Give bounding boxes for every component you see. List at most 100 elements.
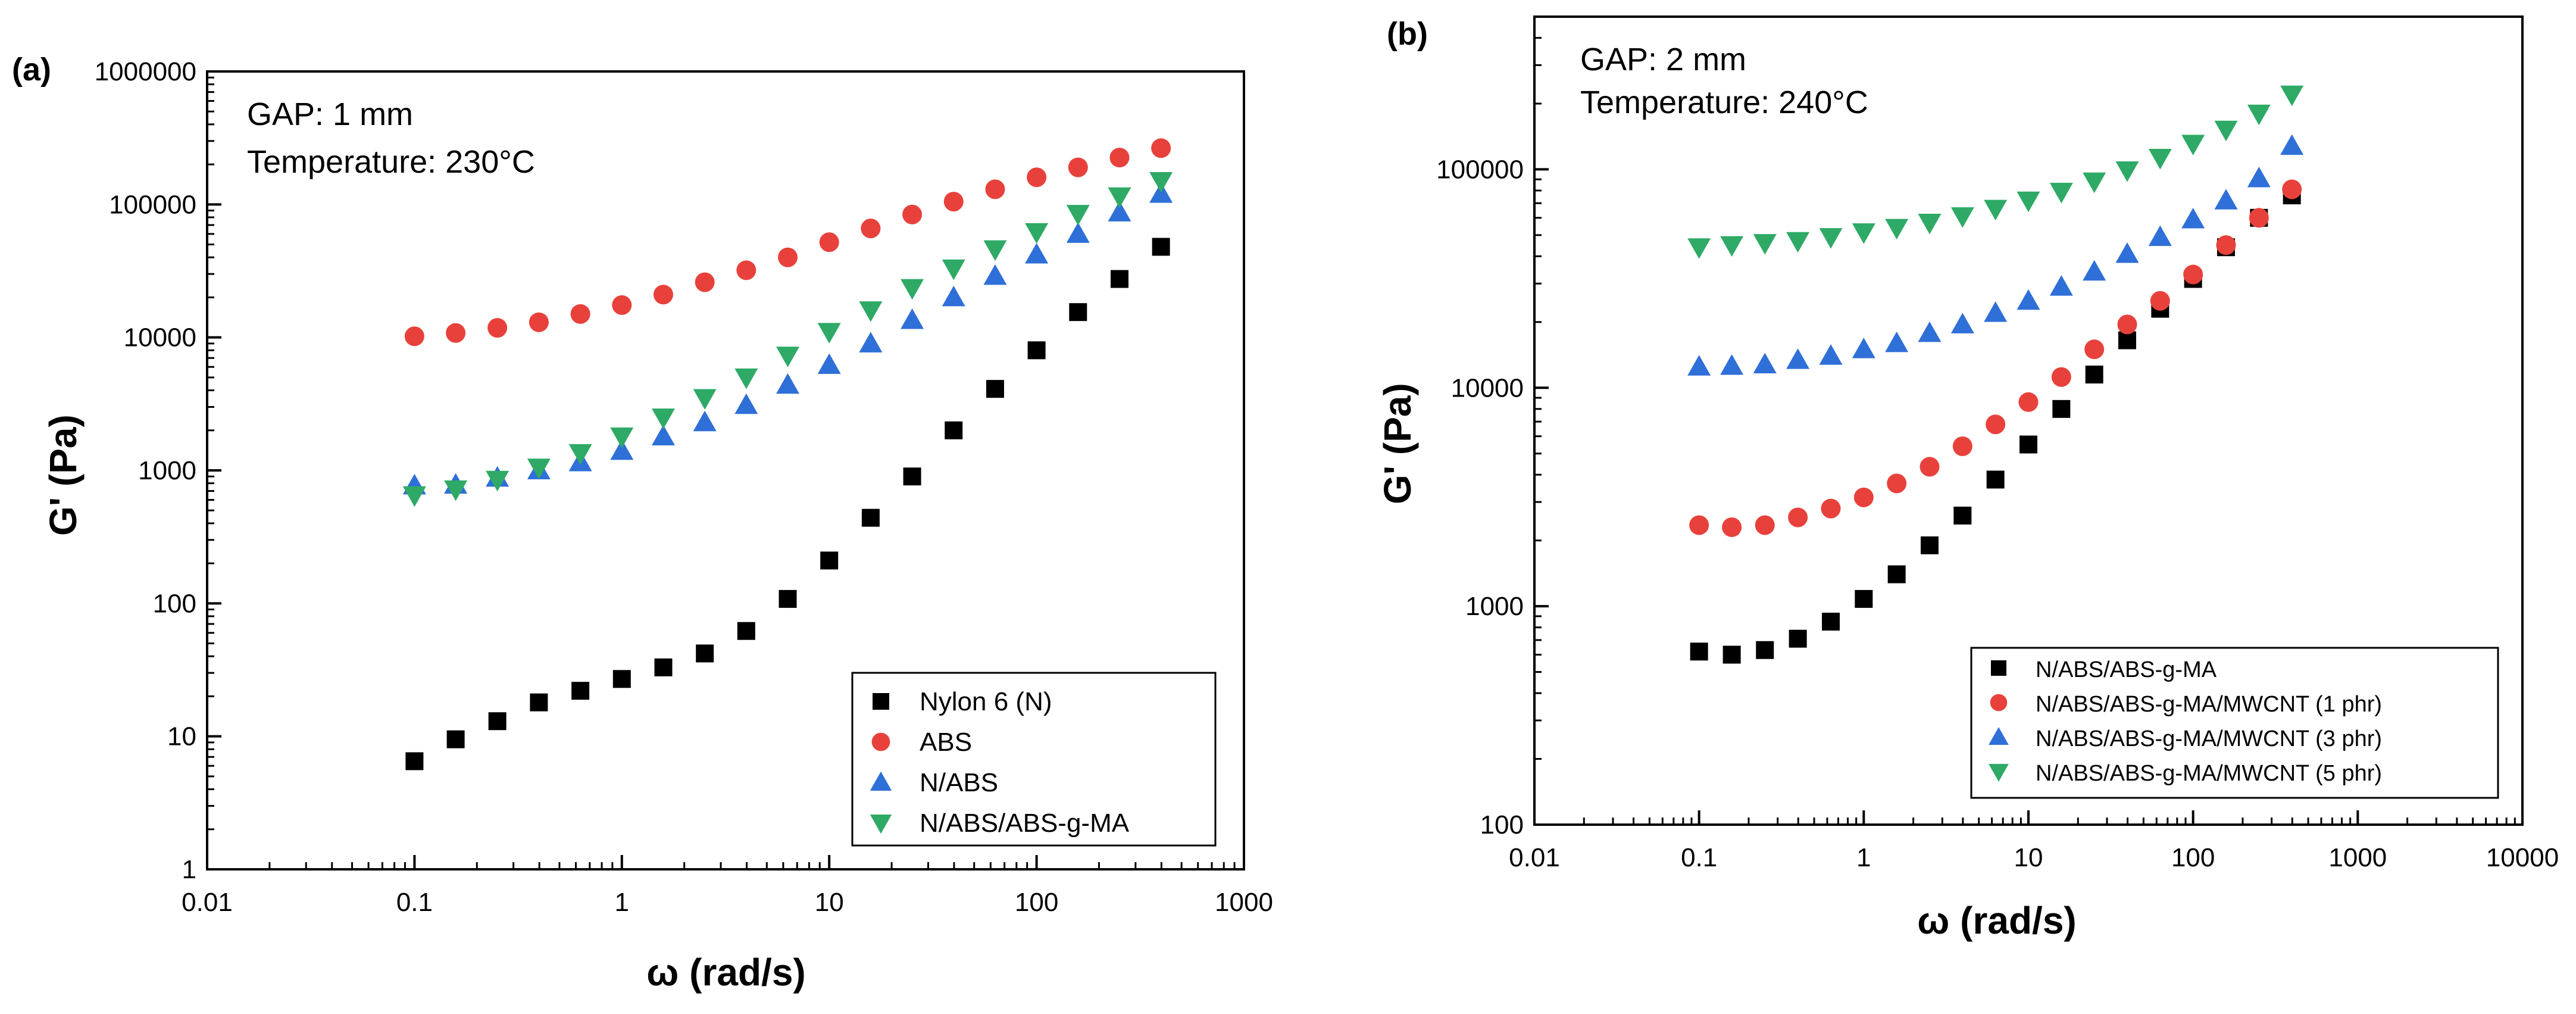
data-point xyxy=(2280,85,2304,107)
data-point xyxy=(1690,642,1708,661)
data-point xyxy=(736,260,756,280)
data-point xyxy=(1786,232,1810,253)
data-point xyxy=(1921,536,1939,554)
data-point xyxy=(1151,138,1171,158)
legend-label: Nylon 6 (N) xyxy=(920,687,1052,716)
annotation-temperature-b: Temperature: 240°C xyxy=(1580,85,1868,120)
data-point xyxy=(859,301,883,322)
data-point xyxy=(530,693,548,712)
data-point xyxy=(1755,515,1775,535)
x-tick-label: 1000 xyxy=(1215,888,1273,917)
data-point xyxy=(404,326,424,347)
legend-marker xyxy=(871,732,890,751)
data-point xyxy=(1819,228,1843,249)
data-point xyxy=(945,421,963,439)
data-point xyxy=(1950,207,1974,228)
y-tick-label: 1 xyxy=(182,855,196,884)
x-tick-label: 10 xyxy=(815,888,844,917)
data-point xyxy=(486,470,509,492)
data-point xyxy=(612,670,631,688)
data-point xyxy=(859,332,883,352)
data-point xyxy=(1110,270,1128,288)
data-point xyxy=(1069,303,1087,322)
data-point xyxy=(612,295,632,315)
x-tick-label: 100 xyxy=(1015,888,1058,917)
legend-box-a xyxy=(851,672,1217,847)
data-point xyxy=(1789,629,1807,648)
data-point xyxy=(1108,187,1131,208)
data-point xyxy=(1756,641,1774,659)
data-point xyxy=(488,712,507,731)
x-tick-label: 0.1 xyxy=(396,888,433,917)
plot-frame-b xyxy=(1533,15,2524,826)
data-point xyxy=(985,179,1005,199)
y-tick-label: 1000 xyxy=(138,456,196,485)
chart-panel-a: (a) ω (rad/s) G' (Pa) 0.01 0.1 1 10 100 1000 1… xyxy=(12,52,1273,994)
data-point xyxy=(819,232,839,252)
legend-label: N/ABS/ABS-g-MA/MWCNT (5 phr) xyxy=(2036,761,2382,786)
data-point xyxy=(1027,167,1047,188)
data-point xyxy=(2115,161,2139,182)
x-tick-label: 1000 xyxy=(2328,843,2387,872)
data-point xyxy=(2085,366,2103,384)
y-tick-label: 10 xyxy=(167,722,196,751)
data-point xyxy=(1887,565,1906,584)
legend-marker xyxy=(1991,660,2006,676)
data-point xyxy=(2181,135,2205,155)
data-point xyxy=(1953,506,1972,525)
data-point xyxy=(737,622,755,640)
legend-label: ABS xyxy=(920,728,972,757)
data-point xyxy=(2282,179,2302,199)
axis-ticks-b: 0.01 0.1 1 10 100 1000 10000 100 1000 10000 100000 xyxy=(1436,15,2559,872)
legend-marker xyxy=(1989,727,2009,745)
x-axis-title-b: ω (rad/s) xyxy=(1917,899,2076,942)
data-point xyxy=(1788,507,1808,528)
data-point xyxy=(568,444,592,465)
data-point xyxy=(861,219,881,239)
annotation-temperature-a: Temperature: 230°C xyxy=(247,144,535,180)
data-point xyxy=(776,347,800,367)
data-point xyxy=(1986,470,2005,489)
data-point xyxy=(1689,515,1709,535)
data-point xyxy=(901,308,924,329)
data-point xyxy=(1853,487,1874,507)
x-tick-label: 0.01 xyxy=(182,888,233,917)
panel-label-a: (a) xyxy=(12,52,51,88)
data-point xyxy=(1819,344,1843,365)
data-point xyxy=(1918,321,1942,342)
x-tick-label: 0.1 xyxy=(1681,843,1717,872)
data-point xyxy=(1753,352,1777,373)
data-point xyxy=(1722,517,1742,537)
x-axis-title-a: ω (rad/s) xyxy=(646,951,805,994)
data-point xyxy=(696,644,714,663)
annotation-gap-b: GAP: 2 mm xyxy=(1580,42,1746,77)
data-point xyxy=(2051,367,2071,387)
data-point xyxy=(2017,289,2040,310)
data-point xyxy=(776,373,800,394)
data-point xyxy=(2115,242,2139,263)
data-point xyxy=(610,427,634,448)
legend-marker xyxy=(1989,764,2009,782)
data-point xyxy=(1722,645,1741,664)
data-point xyxy=(651,425,675,445)
x-tick-label: 1 xyxy=(615,888,629,917)
data-point xyxy=(1986,414,2006,435)
data-point xyxy=(2247,166,2271,188)
data-point xyxy=(2049,275,2073,296)
data-point xyxy=(402,486,426,507)
data-point xyxy=(1687,355,1711,376)
y-tick-label: 100 xyxy=(1480,810,1524,840)
data-point xyxy=(1920,457,1940,477)
data-point xyxy=(1822,613,1840,631)
data-point xyxy=(817,353,841,375)
data-point xyxy=(2249,208,2269,228)
data-point xyxy=(817,323,841,344)
data-point xyxy=(1950,313,1974,333)
data-point xyxy=(693,410,717,432)
data-point xyxy=(653,285,673,305)
data-point xyxy=(2118,331,2136,350)
data-point xyxy=(1852,223,1875,244)
y-tick-label: 1000000 xyxy=(95,57,196,86)
data-point xyxy=(2019,435,2037,454)
